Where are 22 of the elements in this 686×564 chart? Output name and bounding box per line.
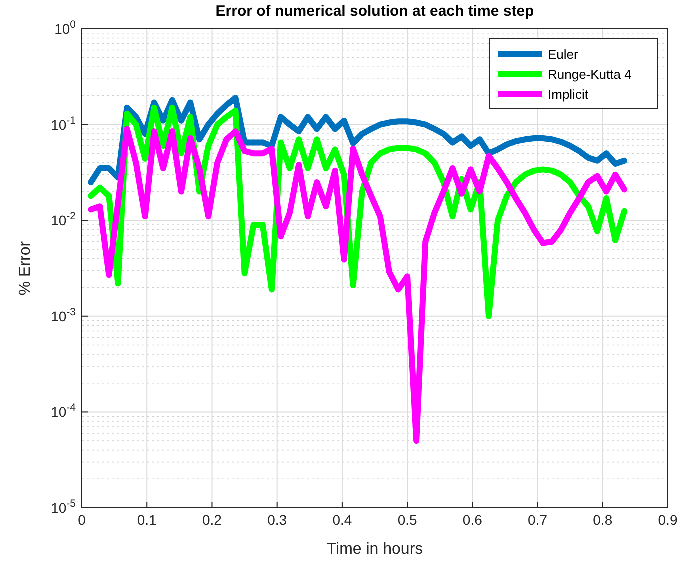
x-tick-label: 0.9 [658,512,678,528]
legend-label: Runge-Kutta 4 [548,67,632,82]
y-axis-title: % Error [17,240,34,296]
x-tick-label: 0 [78,512,86,528]
x-tick-label: 0.3 [268,512,288,528]
y-tick-label: 10$^{-3}$ [51,306,76,324]
y-tick-label: 10$^{-2}$ [51,210,76,229]
y-tick-label: 10$^{-4}$ [51,402,76,420]
x-axis-title: Time in hours [326,541,424,558]
x-tick-label: 0.2 [202,512,222,528]
x-tick-label: 0.5 [398,512,418,528]
y-tick-label: 10$^{0}$ [54,19,76,37]
x-tick-label: 0.4 [332,512,352,528]
x-tick-label: 0.6 [462,512,483,528]
y-tick-label: 10$^{-5}$ [51,498,76,516]
y-tick-label: 10$^{-1}$ [51,114,76,133]
legend-label: Euler [548,47,580,62]
x-tick-label: 0.8 [593,512,613,528]
x-tick-label: 0.7 [528,512,548,528]
chart-title: Error of numerical solution at each time step [216,3,534,20]
x-tick-label: 0.1 [137,512,158,528]
legend-label: Implicit [548,87,589,102]
